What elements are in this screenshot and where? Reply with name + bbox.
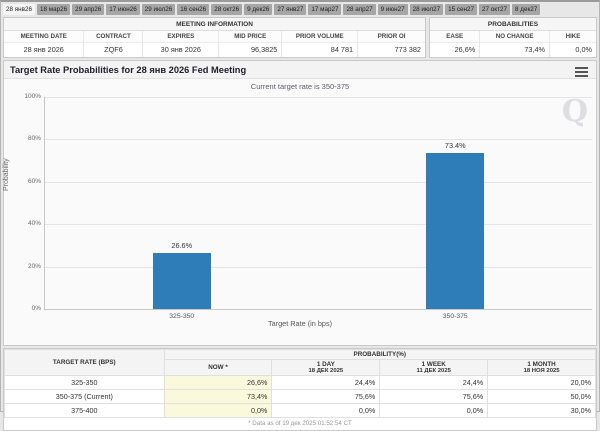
mid-price-value: 96,3825 bbox=[218, 42, 282, 57]
y-tick-label: 20% bbox=[27, 262, 41, 270]
meeting-tab[interactable]: 27 янв27 bbox=[274, 4, 307, 15]
meeting-tab[interactable]: 29 июл26 bbox=[141, 4, 176, 15]
one-month-cell: 50,0% bbox=[487, 389, 596, 404]
target-rate-cell: 325-350 bbox=[4, 375, 165, 390]
meeting-information-title: MEETING INFORMATION bbox=[4, 18, 425, 31]
ease-value: 26,6% bbox=[430, 42, 480, 57]
y-axis-title: Probability bbox=[3, 158, 10, 191]
target-rate-cell: 350-375 (Current) bbox=[4, 389, 165, 404]
one-month-cell: 20,0% bbox=[487, 375, 596, 390]
y-tick-label: 100% bbox=[24, 93, 41, 100]
hike-header: HIKE bbox=[549, 31, 596, 43]
x-axis-title: Target Rate (in bps) bbox=[267, 319, 333, 328]
gridline bbox=[45, 139, 592, 141]
probabilities-table: EASE NO CHANGE HIKE 26,6% 73,4% 0,0% bbox=[430, 31, 596, 57]
chart-panel: Target Rate Probabilities for 28 янв 202… bbox=[3, 60, 597, 346]
quikstrike-watermark: Q bbox=[561, 94, 588, 129]
gridline bbox=[45, 181, 592, 183]
meeting-date-tabs: 28 янв26 18 мар26 29 апр26 17 июн26 29 июл26… bbox=[1, 2, 599, 16]
one-day-cell: 75,6% bbox=[271, 389, 381, 404]
probability-bar[interactable] bbox=[152, 252, 211, 309]
meeting-information-panel: MEETING INFORMATION MEETING DATE CONTRAC… bbox=[3, 17, 426, 58]
expires-header: EXPIRES bbox=[142, 31, 219, 43]
table-row: 325-350 26,6% 24,4% 24,4% 20,0% bbox=[4, 375, 596, 390]
bar-value-label: 73.4% bbox=[444, 141, 466, 151]
meeting-date-value: 28 янв 2026 bbox=[4, 42, 84, 57]
meeting-date-header: MEETING DATE bbox=[4, 31, 84, 43]
meeting-tab[interactable]: 28 июл27 bbox=[409, 4, 444, 15]
one-month-column-header: 1 MONTH 18 НОЯ 2025 bbox=[487, 359, 596, 376]
meeting-tab[interactable]: 9 дек26 bbox=[244, 4, 273, 15]
now-cell: 73,4% bbox=[163, 389, 273, 404]
y-tick-label: 40% bbox=[27, 220, 41, 228]
gridline bbox=[45, 224, 592, 226]
now-cell: 26,6% bbox=[163, 375, 273, 390]
expires-value: 30 янв 2026 bbox=[142, 42, 219, 57]
probabilities-title: PROBABILITIES bbox=[430, 18, 596, 31]
one-day-cell: 24,4% bbox=[271, 375, 381, 390]
probabilities-panel: PROBABILITIES EASE NO CHANGE HIKE 26,6% … bbox=[429, 17, 597, 58]
plot-area: Q 0% 20% 40% 60% 80% 100% 26.6% 325-350 73.4% 350… bbox=[24, 93, 592, 320]
meeting-tab[interactable]: 9 июн27 bbox=[377, 4, 408, 15]
one-month-cell: 30,0% bbox=[487, 403, 596, 418]
meeting-tab[interactable]: 28 янв26 bbox=[3, 4, 35, 15]
target-rate-column-header: TARGET RATE (BPS) bbox=[4, 349, 165, 376]
one-week-column-header: 1 WEEK 11 ДЕК 2025 bbox=[379, 359, 489, 376]
x-tick-label: 350-375 bbox=[442, 313, 468, 320]
prior-volume-value: 84 781 bbox=[281, 42, 358, 57]
y-tick-label: 0% bbox=[31, 305, 41, 312]
contract-header: CONTRACT bbox=[83, 31, 143, 43]
meeting-tab[interactable]: 17 июн26 bbox=[106, 4, 140, 15]
y-tick-label: 60% bbox=[27, 177, 41, 185]
data-as-of-footnote: * Data as of 19 дек 2025 01:52:54 CT bbox=[248, 420, 352, 427]
gridline bbox=[45, 266, 592, 268]
one-week-cell: 24,4% bbox=[379, 375, 489, 390]
probability-table-panel: TARGET RATE (BPS) PROBABILITY(%) NOW * 1… bbox=[3, 348, 597, 431]
table-row: 375-400 0,0% 0,0% 0,0% 30,0% bbox=[4, 403, 596, 418]
hike-value: 0,0% bbox=[549, 42, 596, 57]
meeting-tab[interactable]: 29 апр26 bbox=[72, 4, 105, 15]
chart-title: Target Rate Probabilities for 28 янв 202… bbox=[10, 65, 247, 75]
one-week-cell: 0,0% bbox=[379, 403, 489, 418]
prior-oi-header: PRIOR OI bbox=[357, 31, 425, 43]
one-day-column-header: 1 DAY 18 ДЕК 2025 bbox=[271, 359, 381, 376]
probability-bar[interactable] bbox=[426, 153, 485, 309]
y-tick-label: 80% bbox=[27, 135, 41, 143]
prior-oi-value: 773 382 bbox=[357, 42, 425, 57]
meeting-tab[interactable]: 8 дек27 bbox=[512, 4, 541, 15]
now-column-header: NOW * bbox=[163, 359, 273, 376]
target-rate-cell: 375-400 bbox=[4, 403, 165, 418]
meeting-tab[interactable]: 16 сен26 bbox=[177, 4, 210, 15]
one-day-cell: 0,0% bbox=[271, 403, 381, 418]
probability-group-header: PROBABILITY(%) bbox=[163, 349, 597, 360]
one-week-cell: 75,6% bbox=[379, 389, 489, 404]
probability-history-table: TARGET RATE (BPS) PROBABILITY(%) NOW * 1… bbox=[4, 349, 597, 418]
meeting-tab[interactable]: 28 апр27 bbox=[343, 4, 376, 15]
meeting-tab[interactable]: 15 сен27 bbox=[445, 4, 478, 15]
no-change-header: NO CHANGE bbox=[479, 31, 550, 43]
x-tick-label: 325-350 bbox=[169, 313, 195, 320]
now-cell: 0,0% bbox=[163, 403, 273, 418]
mid-price-header: MID PRICE bbox=[218, 31, 282, 43]
bar-value-label: 26.6% bbox=[171, 240, 193, 250]
meeting-tab[interactable]: 28 окт26 bbox=[211, 4, 243, 15]
info-row: MEETING INFORMATION MEETING DATE CONTRAC… bbox=[3, 17, 597, 58]
contract-value: ZQF6 bbox=[83, 42, 143, 57]
hamburger-menu-icon[interactable] bbox=[575, 67, 588, 79]
chart-header: Target Rate Probabilities for 28 янв 202… bbox=[4, 61, 596, 79]
table-row: 350-375 (Current) 73,4% 75,6% 75,6% 50,0… bbox=[4, 389, 596, 404]
meeting-tab[interactable]: 18 мар26 bbox=[37, 4, 71, 15]
meeting-tab[interactable]: 27 окт27 bbox=[479, 4, 511, 15]
gridline bbox=[45, 97, 592, 98]
meeting-tab[interactable]: 17 мар27 bbox=[308, 4, 342, 15]
prior-volume-header: PRIOR VOLUME bbox=[281, 31, 358, 43]
meeting-information-table: MEETING DATE CONTRACT EXPIRES MID PRICE … bbox=[4, 31, 425, 57]
no-change-value: 73,4% bbox=[479, 42, 550, 57]
chart-subtitle: Current target rate is 350-375 bbox=[250, 82, 350, 91]
ease-header: EASE bbox=[430, 31, 480, 43]
